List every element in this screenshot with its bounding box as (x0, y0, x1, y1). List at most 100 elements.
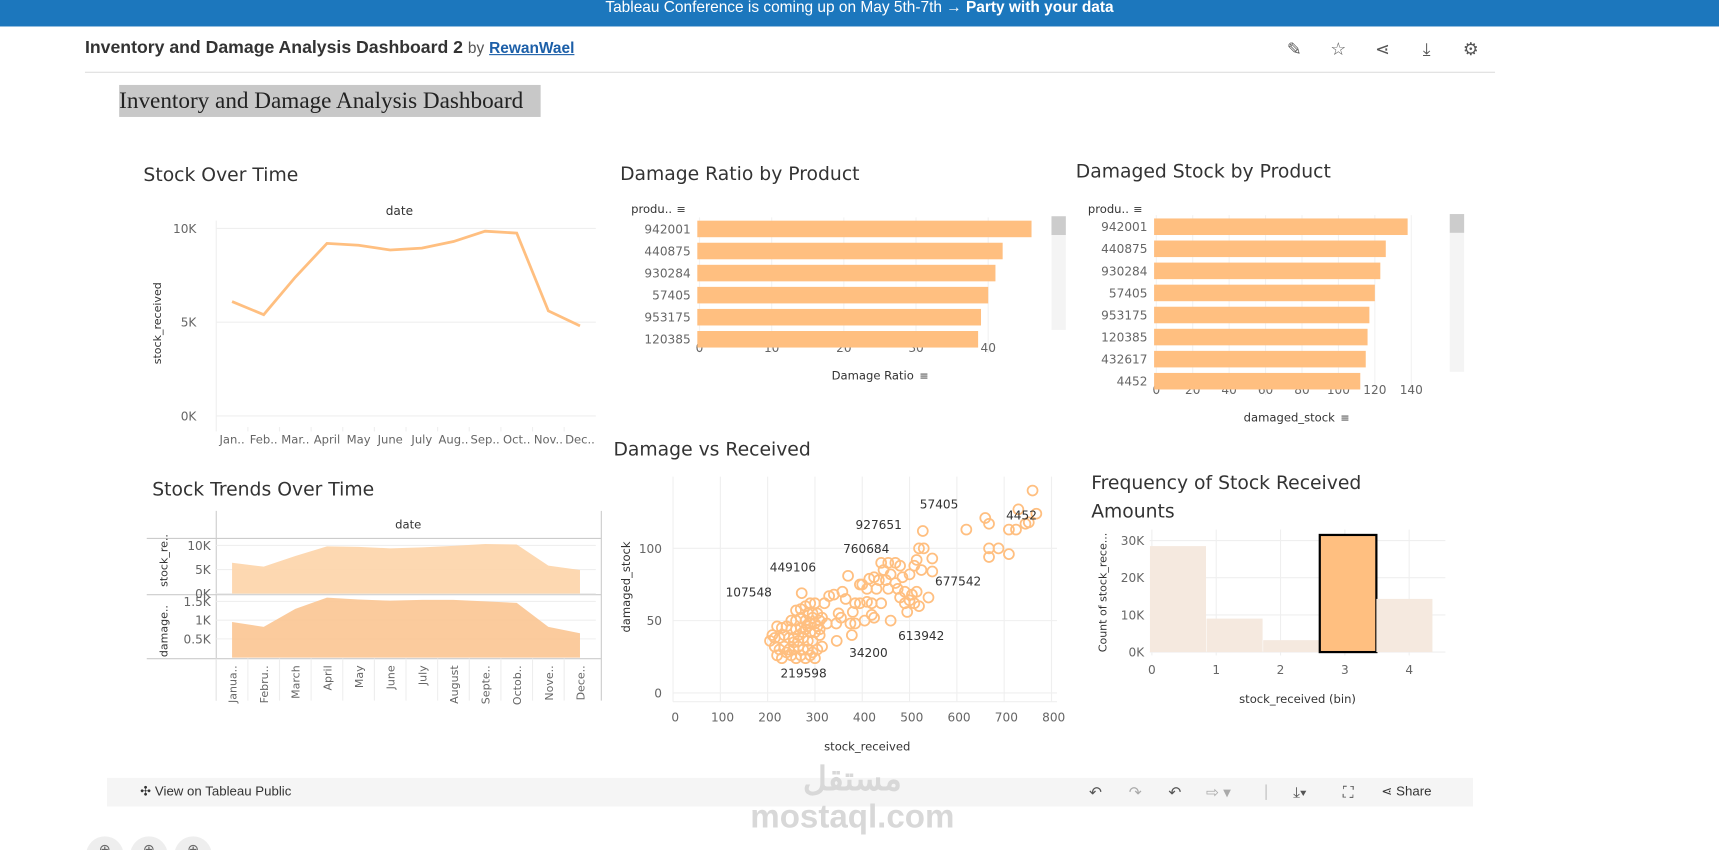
undo-icon[interactable]: ↶ (1088, 783, 1102, 802)
scatter-point[interactable] (846, 606, 859, 618)
scatter-point[interactable] (884, 614, 897, 627)
scrollbar-thumb[interactable] (1449, 214, 1465, 233)
globe-icon[interactable]: ⊕ (130, 836, 168, 850)
scatter-point[interactable] (795, 587, 808, 600)
sort-icon[interactable]: ≡ (1133, 203, 1142, 216)
scatter-point[interactable] (813, 614, 826, 627)
scatter-point[interactable] (861, 595, 873, 608)
scatter-point[interactable] (792, 635, 805, 647)
scatter-point[interactable] (839, 593, 852, 605)
area-series[interactable] (232, 597, 580, 658)
scatter-point[interactable] (889, 577, 902, 589)
scatter-point[interactable] (983, 551, 995, 563)
bar[interactable] (1154, 306, 1370, 324)
scatter-point[interactable] (830, 635, 843, 647)
sort-icon[interactable]: ≡ (677, 203, 686, 216)
announcement-banner[interactable]: Tableau Conference is coming up on May 5… (0, 0, 1719, 27)
view-on-public-button[interactable]: ✣ View on Tableau Public (140, 783, 291, 798)
scatter-point[interactable] (926, 552, 939, 565)
scatter-point[interactable] (806, 635, 819, 647)
refresh-icon[interactable]: ⇨ ▾ (1205, 783, 1231, 802)
revert-icon[interactable]: ↶ (1168, 783, 1182, 802)
scatter-point[interactable] (1012, 503, 1025, 516)
scatter-point[interactable] (787, 636, 800, 649)
scatter-point[interactable] (917, 542, 930, 555)
banner-link[interactable]: Party with your data (965, 0, 1114, 16)
scatter-point[interactable] (894, 591, 906, 604)
share-icon[interactable]: ⋖ (1375, 38, 1390, 60)
scatter-point[interactable] (916, 525, 929, 537)
histogram-bar[interactable] (1318, 533, 1378, 654)
histogram-bar[interactable] (1376, 598, 1433, 653)
scatter-point[interactable] (926, 565, 939, 578)
scatter-point[interactable] (818, 597, 831, 610)
scatter-point[interactable] (922, 591, 935, 604)
scatter-point[interactable] (1003, 548, 1015, 560)
bar[interactable] (697, 264, 996, 282)
histogram-bar[interactable] (1206, 618, 1263, 653)
scatter-point[interactable] (913, 542, 925, 555)
scatter-point[interactable] (992, 542, 1005, 555)
download-icon[interactable]: ⤓ (1422, 38, 1431, 60)
gear-icon[interactable]: ⚙ (1462, 38, 1479, 60)
scatter-point[interactable] (854, 597, 866, 610)
scrollbar-thumb[interactable] (1051, 216, 1066, 236)
bar[interactable] (1154, 240, 1386, 258)
bar[interactable] (1154, 218, 1408, 236)
scatter-point[interactable] (868, 611, 880, 624)
scatter-point[interactable] (903, 568, 916, 581)
bar[interactable] (697, 331, 979, 348)
bar[interactable] (1154, 350, 1366, 368)
bar[interactable] (1154, 372, 1361, 390)
scatter-point[interactable] (870, 582, 883, 595)
scatter-point[interactable] (865, 608, 878, 621)
scatter-point[interactable] (875, 597, 888, 610)
sort-icon[interactable]: ≡ (919, 370, 928, 383)
scatter-point[interactable] (1003, 523, 1015, 536)
scatter-point[interactable] (846, 629, 858, 641)
globe-icon[interactable]: ⊕ (174, 836, 212, 850)
scatter-point[interactable] (844, 617, 857, 630)
scatter-point[interactable] (766, 629, 779, 641)
bar[interactable] (697, 242, 1003, 260)
scatter-point[interactable] (983, 517, 995, 530)
bar[interactable] (697, 308, 982, 326)
share-button[interactable]: ⋖ Share (1381, 783, 1431, 798)
scatter-point[interactable] (896, 571, 909, 584)
sort-icon[interactable]: ≡ (1340, 411, 1349, 424)
scatter-point[interactable] (1026, 484, 1039, 497)
scatter-point[interactable] (894, 559, 906, 572)
scatter-point[interactable] (828, 588, 840, 601)
scatter-point[interactable] (979, 512, 992, 524)
scatter-point[interactable] (901, 606, 914, 618)
scatter-point[interactable] (842, 569, 854, 582)
bar[interactable] (1154, 262, 1381, 280)
star-icon[interactable]: ☆ (1330, 38, 1347, 60)
scatter-point[interactable] (910, 554, 923, 566)
scatter-point[interactable] (908, 559, 921, 572)
scatter-point[interactable] (865, 597, 878, 610)
scatter-point[interactable] (910, 585, 923, 598)
bar[interactable] (697, 220, 1032, 238)
scatter-point[interactable] (835, 611, 847, 624)
scatter-point[interactable] (1010, 523, 1022, 536)
scrollbar[interactable] (1449, 214, 1465, 372)
scatter-point[interactable] (771, 620, 783, 633)
histogram-bar[interactable] (1149, 546, 1207, 653)
bar[interactable] (697, 286, 989, 304)
author-link[interactable]: RewanWael (489, 38, 575, 57)
globe-icon[interactable]: ⊕ (86, 836, 124, 850)
scatter-point[interactable] (960, 523, 973, 536)
scatter-point[interactable] (875, 556, 888, 569)
area-series[interactable] (232, 544, 580, 594)
scatter-point[interactable] (913, 600, 925, 613)
scatter-point[interactable] (820, 617, 833, 630)
edit-icon[interactable]: ✎ (1286, 38, 1302, 60)
scatter-point[interactable] (809, 652, 821, 665)
scatter-point[interactable] (1030, 507, 1043, 520)
fullscreen-icon[interactable]: ⛶ (1342, 783, 1354, 802)
redo-icon[interactable]: ↷ (1128, 783, 1142, 802)
scrollbar[interactable] (1051, 216, 1066, 330)
download-icon[interactable]: ⤓▾ (1293, 783, 1307, 802)
